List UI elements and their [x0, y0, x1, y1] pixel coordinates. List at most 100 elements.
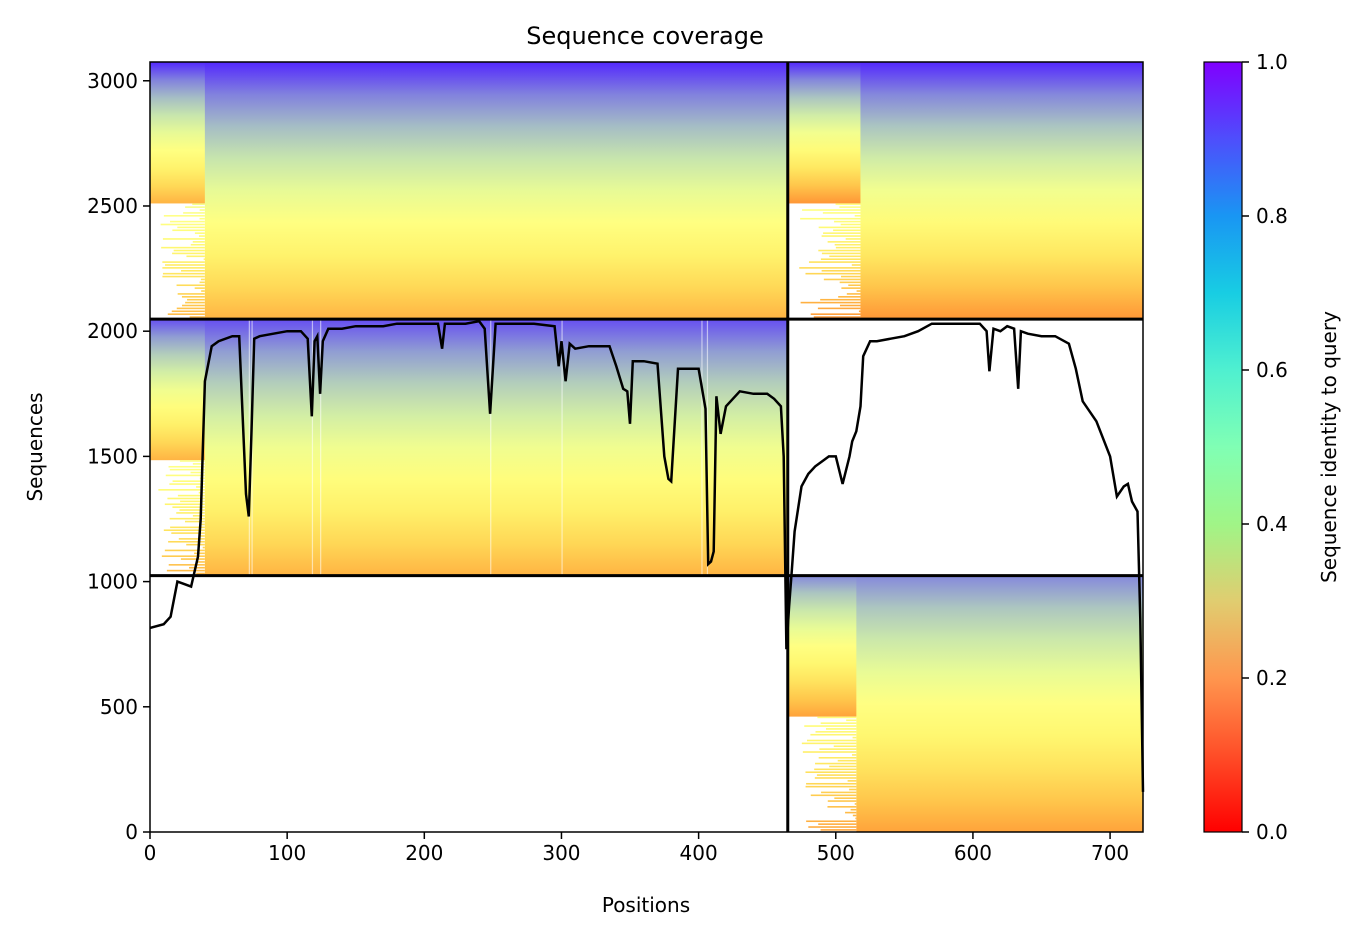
block-edge-row	[800, 217, 861, 220]
block-edge-row	[816, 774, 857, 776]
x-tick-label: 100	[268, 841, 306, 865]
block-edge-row	[184, 520, 205, 523]
block-edge-row	[813, 316, 861, 318]
y-tick-label: 1500	[87, 444, 138, 468]
block-edge-row	[200, 278, 205, 281]
block-edge-row	[201, 523, 205, 526]
chart-title: Sequence coverage	[526, 22, 763, 50]
block-edge-row	[162, 261, 205, 263]
coverage-block	[150, 319, 788, 576]
gap-stripe	[248, 319, 250, 576]
gap-stripe	[1020, 319, 1023, 576]
block-edge-row	[839, 206, 861, 208]
block-edge-row	[841, 287, 861, 289]
block-edge-row	[849, 788, 857, 791]
colorbar-tick-label: 1.0	[1256, 50, 1288, 74]
block-edge-row	[834, 797, 857, 799]
plot-frame	[149, 61, 1144, 833]
x-tick-label: 600	[954, 841, 992, 865]
gap-stripe	[994, 319, 997, 576]
block-edge-row	[851, 754, 857, 756]
block-edge-row	[192, 515, 205, 517]
block-edge-row	[851, 264, 861, 266]
block-edge-row	[164, 503, 205, 506]
block-edge-row	[181, 269, 205, 272]
block-edge-row	[805, 771, 857, 774]
block-edge-row	[839, 304, 861, 307]
y-tick-label: 2500	[87, 194, 138, 218]
block-edge-row	[187, 298, 205, 301]
block-edge-row	[168, 465, 205, 468]
block-edge-row	[173, 249, 205, 252]
x-tick-label: 0	[144, 841, 157, 865]
block-edge-row	[196, 561, 205, 563]
block-edge-row	[179, 509, 205, 511]
block-edge-row	[185, 206, 205, 208]
block-edge-row	[814, 777, 857, 779]
coverage-block	[787, 62, 1143, 320]
block-edge-row	[194, 552, 205, 555]
block-partial-rows	[204, 319, 788, 576]
block-edge-row	[847, 780, 857, 782]
block-edge-row	[194, 287, 205, 289]
block-edge-row	[182, 304, 205, 307]
block-edge-row	[176, 512, 205, 514]
block-dividers	[150, 62, 1143, 832]
coverage-block	[787, 575, 1143, 832]
block-edge-row	[806, 820, 857, 823]
block-edge-row	[162, 238, 205, 240]
block-edge-row	[185, 301, 205, 304]
block-edge-row	[821, 235, 861, 237]
block-edge-row	[820, 829, 857, 831]
gap-stripe	[706, 319, 709, 576]
block-edge-row	[802, 751, 857, 753]
block-edge-row	[166, 569, 205, 572]
block-edge-row	[822, 212, 861, 214]
block-edge-row	[846, 293, 861, 295]
gap-stripe	[701, 319, 703, 576]
block-edge-row	[165, 474, 205, 477]
block-edge-row	[180, 558, 205, 560]
coverage-blocks	[150, 62, 1143, 832]
block-edge-row	[165, 264, 205, 266]
block-edge-row	[801, 742, 857, 745]
block-edge-row	[167, 313, 205, 315]
block-edge-row	[170, 526, 205, 529]
block-edge-row	[846, 719, 857, 722]
block-edge-row	[190, 243, 205, 246]
block-edge-row	[854, 215, 861, 217]
x-tick-label: 500	[817, 841, 855, 865]
block-edge-row	[845, 811, 857, 814]
block-edge-row	[172, 252, 205, 255]
y-axis: 0 500 1000 1500 2000 2500 3000	[87, 69, 150, 844]
x-tick-label: 300	[542, 841, 580, 865]
block-edge-row	[820, 298, 861, 301]
block-edge-row	[819, 748, 857, 750]
colorbar-tick-label: 0.8	[1256, 204, 1288, 228]
block-edge-row	[817, 307, 861, 310]
gap-stripe	[490, 319, 492, 576]
block-edge-row	[160, 223, 205, 226]
block-edge-row	[176, 307, 205, 310]
block-edge-row	[200, 535, 205, 537]
block-edge-row	[835, 203, 861, 206]
block-edge-row	[827, 241, 861, 243]
block-edge-row	[856, 290, 861, 292]
colorbar-axis: 0.0 0.2 0.4 0.6 0.8 1.0	[1242, 50, 1288, 844]
block-partial-rows	[860, 62, 1143, 320]
block-edge-row	[820, 722, 857, 724]
block-edge-row	[818, 249, 861, 252]
block-edge-row	[852, 736, 857, 739]
block-edge-row	[198, 235, 205, 237]
coverage-line	[149, 319, 1145, 792]
block-edge-row	[169, 483, 205, 485]
block-edge-row	[810, 733, 857, 736]
block-edge-row	[850, 808, 857, 811]
block-edge-row	[823, 232, 861, 234]
block-edge-row	[804, 725, 857, 727]
block-edge-row	[161, 246, 205, 249]
block-edge-row	[810, 794, 857, 797]
block-edge-row	[838, 296, 861, 298]
block-edge-row	[799, 267, 861, 269]
